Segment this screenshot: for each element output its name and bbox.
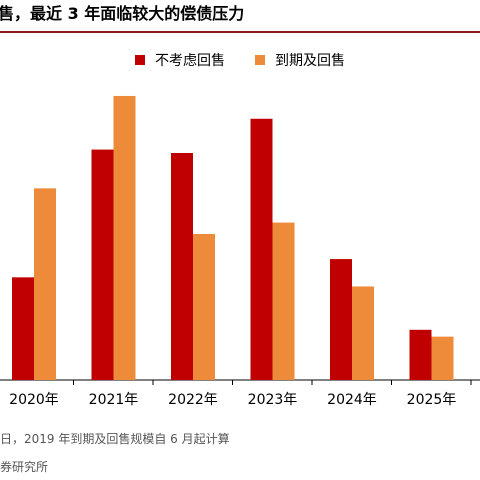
footnote: 日，2019 年到期及回售规模自 6 月起计算 [0, 432, 230, 446]
title-underline [0, 31, 480, 33]
bar-series-1-2023年 [250, 118, 273, 380]
bar-series-2-2025年 [431, 336, 454, 380]
x-tick-label: 2022年 [168, 392, 218, 408]
x-tick-label: 2020年 [9, 392, 59, 408]
bar-chart: 2020年 2021年 2022年 2023年 2024年 2025年 [0, 95, 480, 408]
bar-series-1-2025年 [409, 329, 432, 380]
bar-series-2-2022年 [193, 233, 215, 380]
bar-series-1-2022年 [171, 152, 193, 380]
bar-series-2-2024年 [352, 286, 374, 380]
chart-title: 售，最近 3 年面临较大的偿债压力 [0, 4, 245, 23]
legend-item-series-1: 不考虑回售 [135, 50, 225, 70]
x-tick-label: 2024年 [327, 392, 377, 408]
bar-series-1-2024年 [330, 259, 352, 380]
legend: 不考虑回售 到期及回售 [0, 50, 480, 70]
bar-series-2-2021年 [113, 95, 136, 380]
bar-series-1-2020年 [12, 277, 34, 380]
legend-item-series-2: 到期及回售 [255, 50, 345, 70]
legend-label-series-2: 到期及回售 [275, 53, 345, 69]
legend-swatch-series-2 [255, 55, 265, 65]
legend-label-series-1: 不考虑回售 [155, 53, 225, 69]
bar-series-1-2021年 [91, 149, 114, 380]
x-tick-label: 2025年 [407, 392, 457, 408]
legend-swatch-series-1 [135, 55, 145, 65]
source-note: 券研究所 [0, 460, 49, 474]
bar-series-2-2023年 [272, 222, 295, 380]
x-tick-label: 2021年 [89, 392, 139, 408]
x-tick-label: 2023年 [248, 392, 298, 408]
bar-series-2-2020年 [34, 188, 56, 380]
